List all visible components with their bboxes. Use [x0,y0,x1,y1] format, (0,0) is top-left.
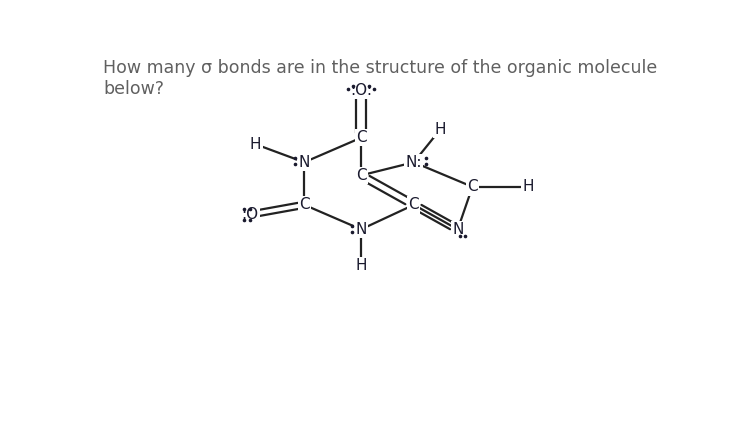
Text: C: C [356,130,367,145]
Text: C: C [467,179,478,194]
Text: N: N [355,222,367,237]
Text: C: C [356,168,367,183]
Text: How many σ bonds are in the structure of the organic molecule
below?: How many σ bonds are in the structure of… [104,59,658,98]
Text: C: C [299,197,309,212]
Text: :O:: :O: [350,83,372,98]
Text: :O: :O [241,207,259,222]
Text: N:: N: [405,155,422,170]
Text: H: H [522,179,534,194]
Text: N: N [299,155,310,170]
Text: H: H [435,122,446,137]
Text: H: H [355,258,367,273]
Text: H: H [250,137,262,152]
Text: N: N [452,222,463,237]
Text: C: C [408,197,419,212]
